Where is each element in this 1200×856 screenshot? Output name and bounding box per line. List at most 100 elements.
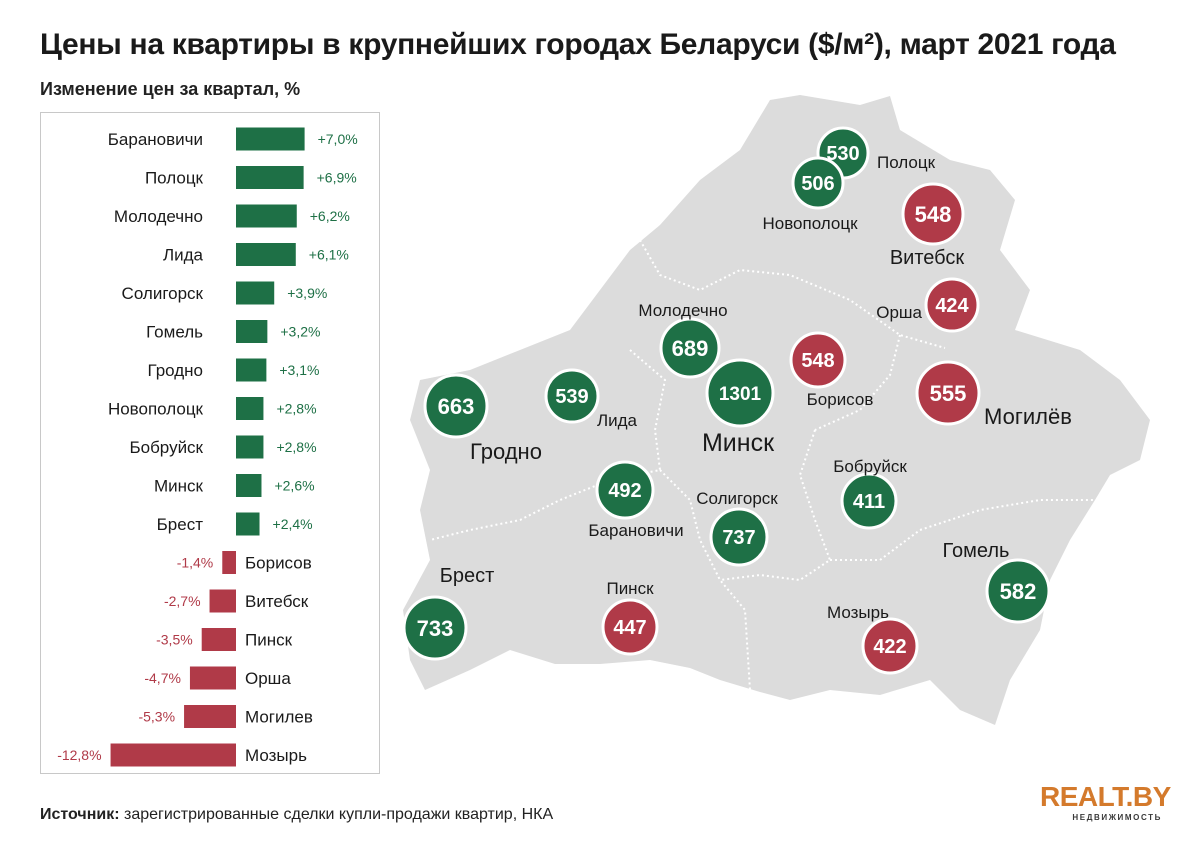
bar-chart-panel: Барановичи +7,0% Полоцк +6,9% Молодечно +6,2%…	[40, 112, 380, 774]
belarus-outline	[403, 95, 1150, 725]
city-marker: 582 Гомель	[943, 540, 1051, 624]
city-name-label: Молодечно	[638, 301, 727, 320]
city-name-label: Гомель	[943, 540, 1010, 562]
bar-value-label: +2,6%	[274, 478, 314, 494]
bar-6	[236, 320, 268, 343]
city-name-label: Витебск	[890, 247, 965, 269]
city-price-value: 548	[801, 350, 834, 372]
city-name-label: Барановичи	[588, 521, 683, 540]
city-marker: 506 Новополоцк	[762, 156, 858, 233]
region-borders	[429, 239, 1095, 691]
bar-value-label: -12,8%	[57, 747, 101, 763]
city-price-bubble	[601, 598, 659, 656]
bar-value-label: +6,9%	[317, 170, 357, 186]
map-shape	[403, 95, 1150, 725]
bar-category-label: Молодечно	[114, 207, 203, 226]
city-price-value: 422	[873, 636, 906, 658]
city-price-bubble	[544, 368, 600, 424]
city-price-value: 492	[608, 480, 641, 502]
bar-10	[236, 474, 262, 497]
bar-value-label: -3,5%	[156, 632, 193, 648]
bar-value-label: -2,7%	[164, 593, 201, 609]
bar-value-label: +3,9%	[287, 285, 327, 301]
bar-value-label: +2,8%	[276, 401, 316, 417]
city-price-value: 506	[801, 173, 834, 195]
source-note: Источник: зарегистрированные сделки купл…	[40, 806, 553, 824]
city-price-value: 555	[930, 381, 967, 406]
city-marker: 492 Барановичи	[588, 460, 684, 540]
bar-category-label: Борисов	[245, 554, 312, 573]
bar-category-label: Пинск	[245, 631, 293, 650]
city-name-label: Бобруйск	[833, 457, 907, 476]
city-price-bubble	[985, 558, 1051, 624]
bar-category-label: Гомель	[146, 323, 203, 342]
city-name-label: Новополоцк	[762, 214, 858, 233]
bar-value-label: -5,3%	[138, 709, 175, 725]
bar-value-label: +7,0%	[318, 131, 358, 147]
city-name-label: Гродно	[470, 439, 542, 464]
bar-category-label: Новополоцк	[108, 400, 204, 419]
city-marker: 737 Солигорск	[696, 489, 778, 567]
bar-category-label: Полоцк	[145, 169, 204, 188]
city-price-bubble	[861, 617, 919, 675]
city-marker: 548 Витебск	[890, 182, 965, 269]
chart-title: Цены на квартиры в крупнейших городах Бе…	[40, 28, 1116, 61]
bar-value-label: +2,4%	[273, 516, 313, 532]
realt-logo: REALT.BY НЕДВИЖИМОСТЬ	[1040, 782, 1171, 823]
bar-12	[222, 551, 236, 574]
bar-5	[236, 281, 275, 305]
city-marker: 539 Лида	[544, 368, 638, 430]
bar-category-label: Орша	[245, 669, 291, 688]
map-city-markers: 530 Полоцк 506 Новополоцк 548 Витебск 424 Орша 6…	[402, 126, 1072, 675]
bar-category-label: Гродно	[147, 361, 203, 380]
city-marker: 689 Молодечно	[638, 301, 728, 379]
city-price-value: 1301	[719, 384, 762, 405]
city-price-bubble	[789, 331, 847, 389]
city-name-label: Минск	[702, 429, 775, 457]
belarus-map: 530 Полоцк 506 Новополоцк 548 Витебск 424 Орша 6…	[402, 95, 1150, 725]
bar-3	[236, 204, 297, 228]
city-price-bubble	[709, 507, 769, 567]
bar-category-label: Бобруйск	[129, 438, 203, 457]
city-price-value: 424	[935, 295, 969, 317]
bar-4	[236, 243, 296, 266]
bar-14	[201, 628, 236, 651]
city-name-label: Лида	[597, 411, 638, 430]
city-price-bubble	[402, 595, 468, 661]
bar-category-label: Брест	[157, 515, 204, 534]
city-price-bubble	[705, 358, 775, 428]
city-marker: 663 Гродно	[423, 373, 542, 464]
city-price-value: 737	[722, 527, 755, 549]
city-marker: 424 Орша	[876, 277, 980, 333]
city-marker: 411 Бобруйск	[833, 457, 907, 530]
bar-value-label: +3,1%	[279, 362, 319, 378]
bar-category-label: Могилев	[245, 708, 313, 727]
city-name-label: Орша	[876, 303, 922, 322]
city-price-bubble	[901, 182, 965, 246]
bar-category-label: Витебск	[245, 592, 309, 611]
city-price-bubble	[840, 472, 898, 530]
city-marker: 548 Борисов	[789, 331, 874, 409]
city-name-label: Солигорск	[696, 489, 778, 508]
city-price-value: 530	[826, 143, 859, 165]
bar-category-label: Мозырь	[245, 746, 307, 765]
bar-16	[184, 705, 236, 728]
bar-15	[189, 666, 236, 690]
city-price-bubble	[915, 360, 981, 426]
bar-category-label: Солигорск	[122, 284, 204, 303]
bar-1	[236, 127, 305, 151]
bar-9	[236, 435, 264, 459]
city-name-label: Мозырь	[827, 603, 889, 622]
bar-value-label: +2,8%	[276, 439, 316, 455]
city-price-value: 548	[915, 202, 952, 227]
city-price-value: 689	[672, 336, 709, 361]
city-name-label: Борисов	[807, 390, 874, 409]
city-marker: 1301 Минск	[702, 358, 775, 457]
city-price-bubble	[595, 460, 655, 520]
bar-category-label: Минск	[154, 477, 204, 496]
city-marker: 733 Брест	[402, 565, 494, 661]
bar-17	[110, 743, 236, 767]
city-marker: 447 Пинск	[601, 579, 659, 656]
city-price-value: 447	[613, 617, 646, 639]
city-price-bubble	[659, 317, 721, 379]
